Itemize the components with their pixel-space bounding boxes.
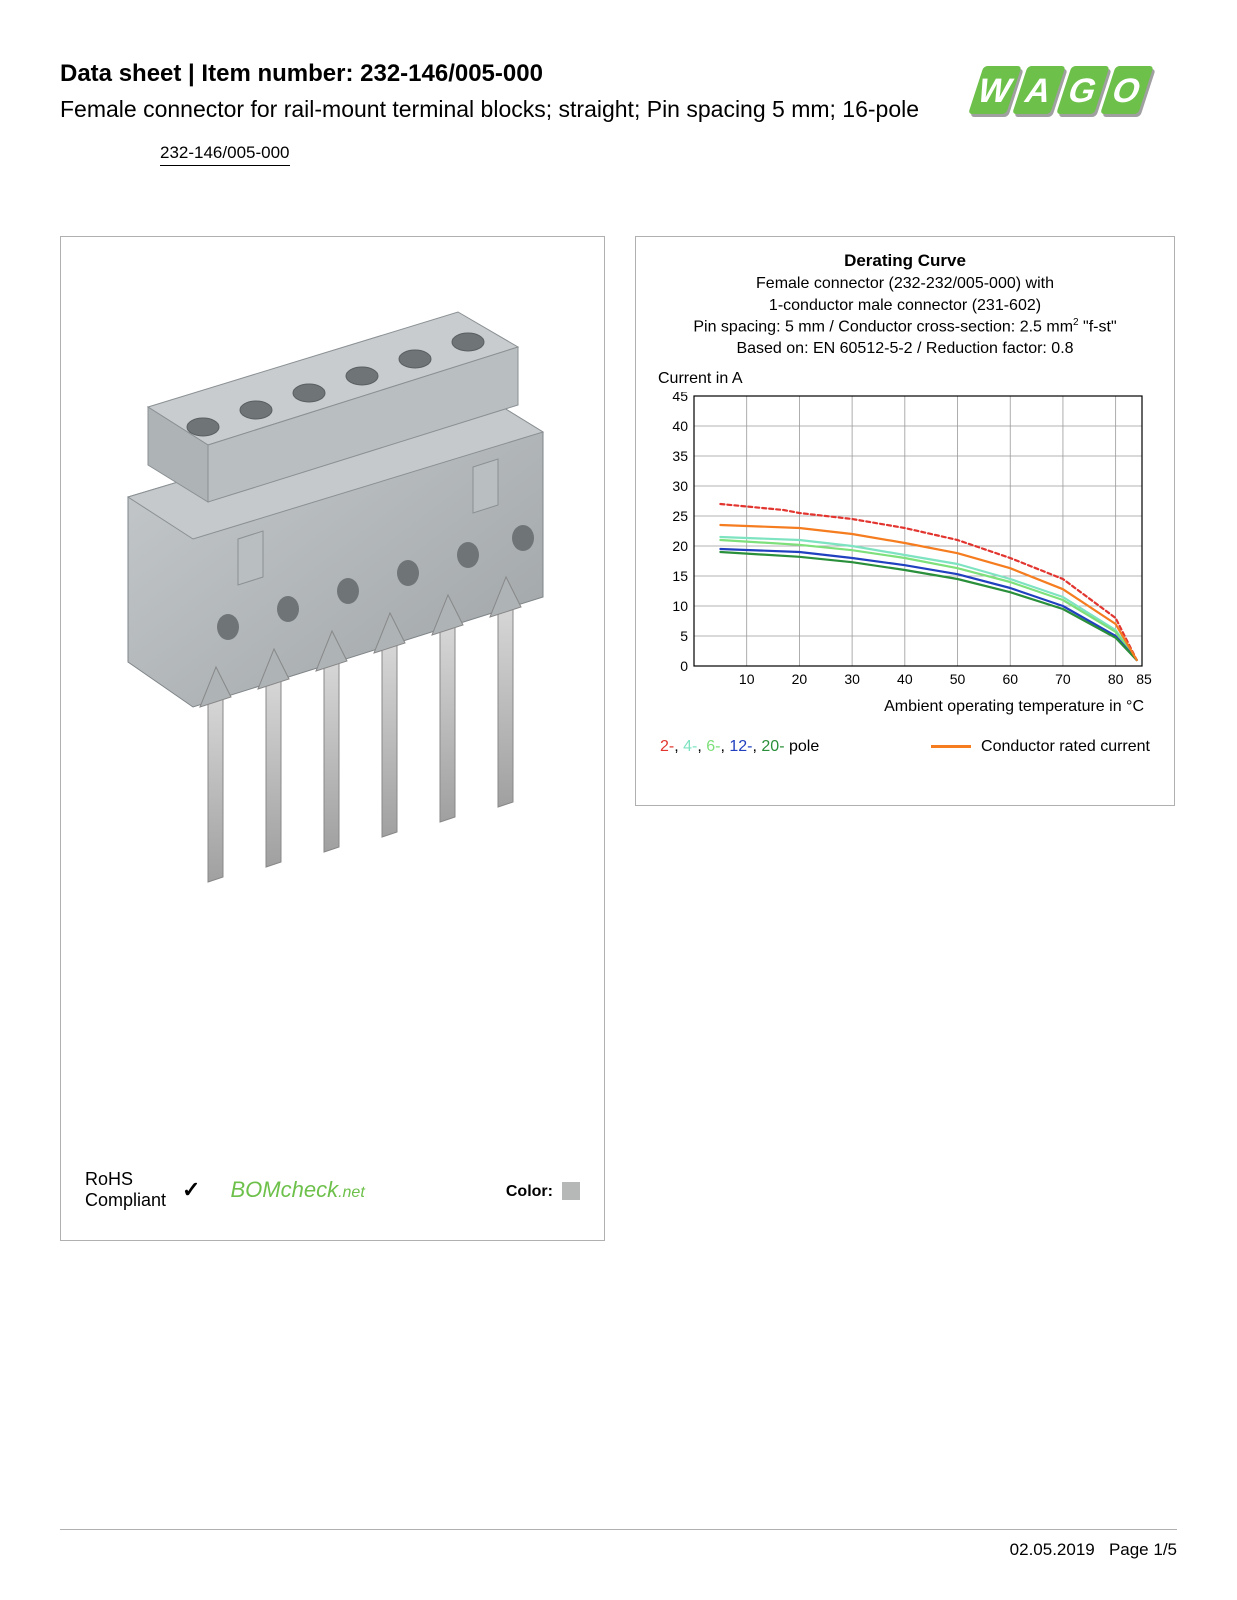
svg-text:45: 45 xyxy=(672,392,688,404)
check-icon: ✓ xyxy=(182,1177,200,1203)
legend-poles: 2-, 4-, 6-, 12-, 20- pole xyxy=(660,738,819,756)
page-footer: 02.05.2019 Page 1/5 xyxy=(60,1529,1177,1560)
page-subtitle: Female connector for rail-mount terminal… xyxy=(60,94,927,125)
item-number-link[interactable]: 232-146/005-000 xyxy=(160,143,290,166)
footer-page: Page 1/5 xyxy=(1109,1540,1177,1559)
bomcheck-label: BOMcheck.net xyxy=(230,1177,364,1203)
svg-text:40: 40 xyxy=(897,671,913,687)
wago-logo: W A G O xyxy=(957,62,1177,125)
product-image xyxy=(81,257,584,1169)
color-swatch xyxy=(562,1182,580,1200)
svg-text:0: 0 xyxy=(680,658,688,674)
legend-line-icon xyxy=(931,745,971,748)
svg-text:25: 25 xyxy=(672,508,688,524)
product-image-panel: RoHS Compliant ✓ BOMcheck.net Color: xyxy=(60,236,605,1241)
derating-chart-panel: Derating Curve Female connector (232-232… xyxy=(635,236,1175,806)
svg-text:10: 10 xyxy=(672,598,688,614)
svg-text:80: 80 xyxy=(1108,671,1124,687)
svg-text:30: 30 xyxy=(672,478,688,494)
chart-plot: 0 5 10 15 20 25 30 35 40 45 10 20 30 40 50 60 70 80 85 xyxy=(658,392,1154,692)
header: Data sheet | Item number: 232-146/005-00… xyxy=(60,60,1177,166)
svg-text:40: 40 xyxy=(672,418,688,434)
svg-text:20: 20 xyxy=(672,538,688,554)
chart-title: Derating Curve xyxy=(656,251,1154,271)
svg-text:15: 15 xyxy=(672,568,688,584)
rohs-label: RoHS Compliant xyxy=(85,1169,166,1212)
content-row: RoHS Compliant ✓ BOMcheck.net Color: Der… xyxy=(60,236,1177,1241)
svg-text:35: 35 xyxy=(672,448,688,464)
svg-text:70: 70 xyxy=(1055,671,1071,687)
chart-legend: 2-, 4-, 6-, 12-, 20- pole Conductor rate… xyxy=(656,738,1154,756)
page-title: Data sheet | Item number: 232-146/005-00… xyxy=(60,60,927,88)
svg-text:5: 5 xyxy=(680,628,688,644)
product-footer: RoHS Compliant ✓ BOMcheck.net Color: xyxy=(81,1169,584,1220)
footer-date: 02.05.2019 xyxy=(1010,1540,1095,1559)
color-indicator: Color: xyxy=(506,1180,580,1201)
svg-text:30: 30 xyxy=(844,671,860,687)
x-axis-title: Ambient operating temperature in °C xyxy=(656,698,1154,716)
chart-subtitle: Female connector (232-232/005-000) with … xyxy=(656,273,1154,360)
svg-text:85: 85 xyxy=(1136,671,1152,687)
svg-text:10: 10 xyxy=(739,671,755,687)
y-axis-title: Current in A xyxy=(658,370,1154,388)
legend-rated: Conductor rated current xyxy=(931,738,1150,756)
svg-text:50: 50 xyxy=(950,671,966,687)
svg-text:20: 20 xyxy=(792,671,808,687)
svg-text:60: 60 xyxy=(1002,671,1018,687)
